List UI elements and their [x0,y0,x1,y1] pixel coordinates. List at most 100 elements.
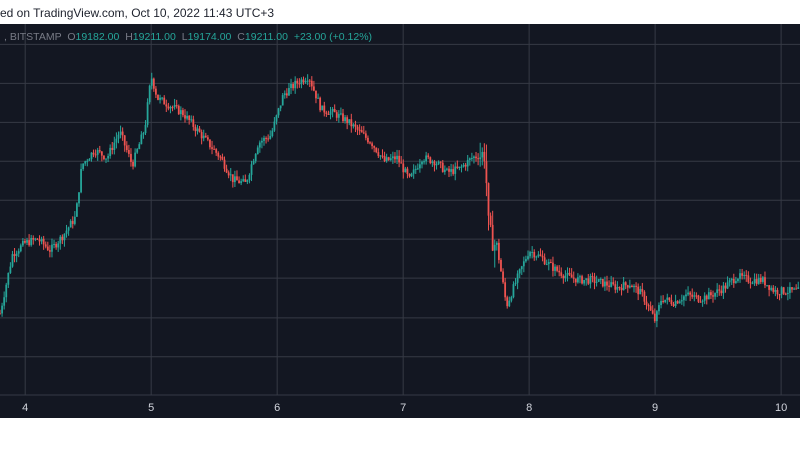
candle-body [429,157,432,164]
candle-body [17,251,20,254]
candle-body [356,126,359,130]
candle-body [192,119,195,127]
candle-body [635,285,637,287]
candle-body [155,88,157,95]
candle-body [741,273,744,276]
candle-body [283,93,286,96]
candle-body [130,153,132,162]
candle-body [556,266,559,271]
candle-body [464,164,467,167]
candle-body [601,278,604,287]
candle-body [653,313,656,322]
candle-body [78,192,80,204]
candle-body [531,251,534,253]
candle-body [712,295,714,297]
candle-body [134,152,137,167]
candle-body [755,279,758,284]
candle-body [450,169,452,172]
candle-body [246,180,249,182]
candle-body [639,288,642,295]
candle-body [394,156,396,160]
candle-body [780,287,783,295]
candle-body [739,273,741,279]
candle-body [233,176,236,183]
candle-body [55,243,58,248]
candle-body [664,299,667,303]
candle-body [360,130,363,133]
candle-body [612,282,615,285]
candle-body [622,282,625,291]
candle-body [350,119,353,127]
candle-body [527,256,529,260]
candle-body [728,280,731,283]
candle-body [242,179,245,182]
candle-body [402,163,405,173]
candle-body [512,284,515,298]
candle-body [485,161,488,184]
candle-body [658,305,660,312]
candle-body [533,251,536,258]
candle-body [452,169,455,174]
candle-body [552,262,554,271]
candle-body [506,297,509,307]
candle-body [599,278,602,280]
candle-body [662,300,665,303]
candle-body [53,243,55,245]
candle-body [483,151,486,162]
candle-body [327,113,330,115]
candle-body [213,148,216,150]
candle-body [100,151,103,156]
candle-body [591,276,594,278]
candle-body [215,149,218,153]
candle-body [421,161,423,165]
candle-body [175,105,178,107]
time-axis [0,395,800,418]
candle-body [308,80,311,82]
ohlc-legend: , BITSTAMP O19182.00 H19211.00 L19174.00… [4,31,372,43]
candle-body [252,161,255,165]
candle-body [105,158,107,160]
candle-body [358,129,361,131]
candle-body [323,105,326,113]
candle-body [722,285,725,294]
candle-body [481,151,484,158]
candle-body [631,285,633,288]
candle-body [371,143,373,147]
chart-header: ed on TradingView.com, Oct 10, 2022 11:4… [0,0,800,24]
candle-body [718,289,721,291]
candle-body [398,155,401,163]
candle-body [720,290,723,294]
candle-body [687,292,689,295]
candle-body [587,278,590,284]
candle-body [764,277,766,286]
candle-body [331,109,334,112]
candle-body [5,284,8,298]
candle-body [655,311,658,322]
candle-body [335,112,338,118]
candle-body [730,278,733,281]
candle-body [583,279,586,284]
candle-body [261,140,263,143]
change-value: +23.00 (+0.12%) [294,31,372,43]
candle-body [529,252,531,257]
candle-body [547,262,550,265]
symbol-label: BITSTAMP [10,31,62,43]
candle-body [333,109,336,113]
candle-body [221,156,224,160]
candle-body [564,275,567,279]
candle-body [26,240,28,243]
candle-body [674,301,677,307]
candle-body [726,282,729,289]
candle-body [734,281,737,284]
candle-body [140,134,143,145]
candle-body [589,276,592,284]
candle-body [9,266,12,273]
candle-body [248,174,251,181]
candle-body [196,128,199,132]
candle-body [543,257,546,265]
candle-body [92,152,95,155]
candle-body [73,216,76,224]
candle-body [660,300,662,306]
candle-body [46,246,49,251]
